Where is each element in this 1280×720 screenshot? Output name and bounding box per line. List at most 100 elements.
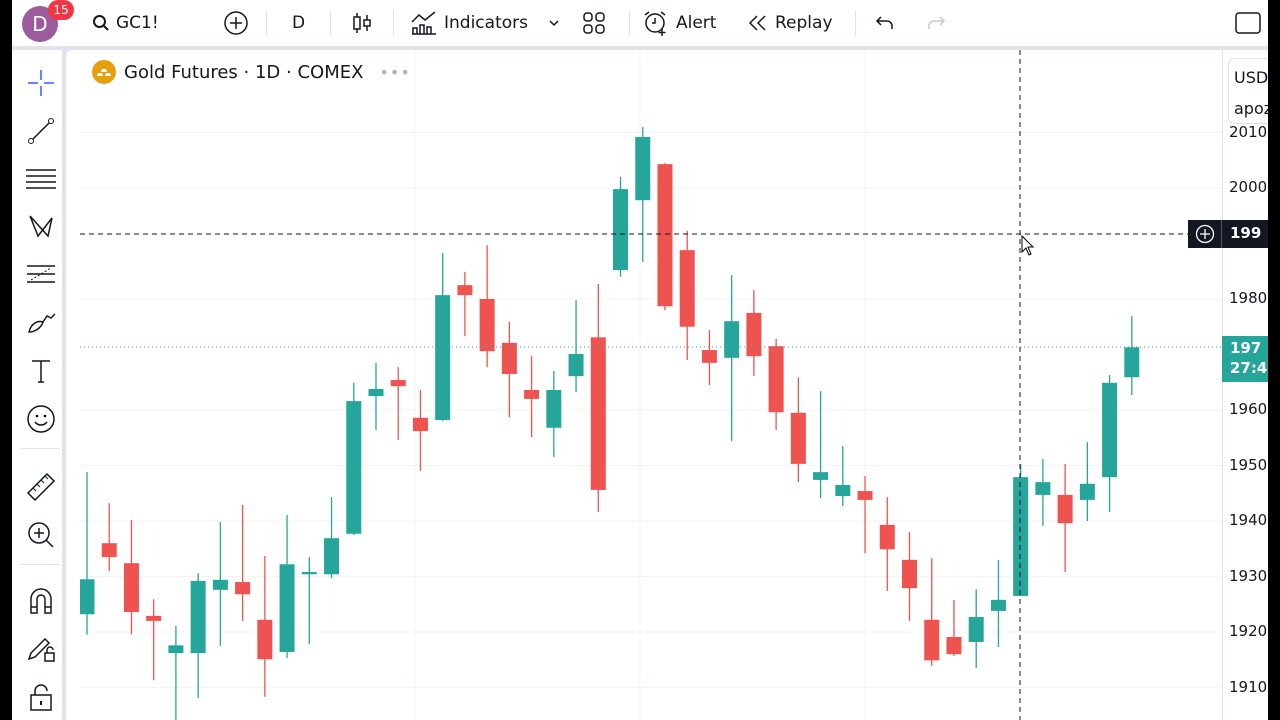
replay-icon bbox=[748, 15, 766, 31]
candle-down bbox=[479, 299, 495, 352]
candle-up bbox=[968, 617, 984, 642]
candle-up bbox=[1035, 482, 1051, 495]
chart-pane[interactable] bbox=[66, 50, 1268, 720]
price-tick: 1950 bbox=[1229, 455, 1268, 474]
candle-up bbox=[613, 189, 629, 271]
price-tick: 2010 bbox=[1229, 122, 1268, 141]
candle-down bbox=[790, 412, 806, 464]
candle-up bbox=[435, 295, 451, 420]
candle-up bbox=[301, 572, 317, 575]
candle-down bbox=[879, 524, 895, 550]
candle-up bbox=[346, 401, 362, 534]
candle-up bbox=[368, 388, 384, 397]
magnet-icon bbox=[30, 588, 52, 614]
square-icon bbox=[1235, 12, 1261, 34]
ruler-icon bbox=[26, 472, 56, 502]
candle-down bbox=[412, 417, 428, 432]
candle-up bbox=[1102, 382, 1118, 478]
lock-tool[interactable] bbox=[24, 680, 58, 714]
candle-down bbox=[123, 563, 139, 613]
chevron-down-icon bbox=[549, 20, 559, 27]
fullscreen-button[interactable] bbox=[1234, 0, 1262, 46]
candle-up bbox=[1079, 483, 1095, 500]
candle-up bbox=[279, 564, 295, 652]
lock-drawings-tool[interactable] bbox=[24, 632, 58, 666]
trend-line-tool[interactable] bbox=[24, 114, 58, 148]
redo-icon bbox=[928, 16, 946, 29]
price-tick: 1940 bbox=[1229, 511, 1268, 529]
layouts-button[interactable] bbox=[582, 0, 606, 46]
brush-tool[interactable] bbox=[24, 306, 58, 340]
alert-button[interactable]: Alert bbox=[642, 0, 716, 46]
trend-line-icon bbox=[28, 118, 54, 144]
alarm-clock-icon bbox=[644, 11, 666, 36]
crosshair-tool[interactable] bbox=[24, 66, 58, 100]
symbol-label: GC1! bbox=[116, 13, 159, 33]
indicators-dropdown[interactable] bbox=[548, 0, 560, 46]
candle-down bbox=[768, 346, 784, 413]
indicators-button[interactable]: Indicators bbox=[410, 0, 528, 46]
fib-tool[interactable] bbox=[24, 258, 58, 292]
price-tick: 2000 bbox=[1229, 178, 1268, 196]
fib-icon bbox=[27, 265, 55, 283]
compare-button[interactable] bbox=[223, 0, 249, 46]
candle-up bbox=[990, 599, 1006, 611]
zoom-in-tool[interactable] bbox=[24, 518, 58, 552]
drawing-toolbar bbox=[12, 50, 62, 720]
price-tick: 1960 bbox=[1229, 400, 1268, 418]
lock-drawings-icon bbox=[27, 637, 55, 662]
undo-button[interactable] bbox=[874, 0, 896, 46]
crosshair-icon bbox=[28, 70, 54, 96]
candle-up bbox=[324, 538, 340, 575]
screen-edge-left bbox=[0, 0, 12, 720]
replay-label: Replay bbox=[775, 13, 833, 33]
text-tool[interactable] bbox=[24, 354, 58, 388]
magnet-tool[interactable] bbox=[24, 584, 58, 618]
candle-up bbox=[190, 580, 206, 654]
interval-button[interactable]: D bbox=[292, 0, 305, 46]
candle-down bbox=[746, 312, 762, 357]
replay-button[interactable]: Replay bbox=[747, 0, 833, 46]
candle-up bbox=[1124, 347, 1140, 378]
redo-button[interactable] bbox=[925, 0, 947, 46]
candle-down bbox=[101, 543, 117, 558]
bar-countdown: 27:4 bbox=[1230, 359, 1268, 377]
candle-down bbox=[902, 559, 918, 589]
horizontal-lines-icon bbox=[26, 169, 56, 189]
alert-label: Alert bbox=[676, 13, 717, 33]
zoom-in-icon bbox=[28, 522, 54, 548]
candle-down bbox=[1057, 494, 1073, 524]
more-icon[interactable]: ••• bbox=[379, 62, 411, 82]
candle-down bbox=[524, 390, 540, 399]
pattern-tool[interactable] bbox=[24, 210, 58, 244]
interval-label: D bbox=[292, 13, 306, 33]
candle-down bbox=[501, 342, 517, 374]
candle-down bbox=[457, 285, 473, 296]
horizontal-lines-tool[interactable] bbox=[24, 162, 58, 196]
candle-down bbox=[924, 619, 940, 661]
symbol-search-button[interactable]: GC1! bbox=[92, 0, 159, 46]
ruler-tool[interactable] bbox=[24, 470, 58, 504]
gold-icon bbox=[92, 60, 116, 84]
plus-circle-icon bbox=[1195, 224, 1214, 244]
unit-label: apoz bbox=[1234, 99, 1273, 118]
add-alert-button[interactable] bbox=[1188, 220, 1222, 248]
candles-icon bbox=[353, 13, 371, 33]
symbol-legend[interactable]: Gold Futures · 1D · COMEX ••• bbox=[92, 60, 411, 84]
screen-edge-right bbox=[1268, 0, 1280, 720]
chart-type-button[interactable] bbox=[351, 0, 373, 46]
candle-down bbox=[146, 615, 162, 621]
crosshair-lines bbox=[80, 50, 1222, 720]
candle-down bbox=[657, 164, 673, 307]
candle-up bbox=[568, 353, 584, 377]
lock-icon bbox=[30, 684, 52, 711]
plus-circle-icon bbox=[224, 11, 248, 35]
price-chart[interactable] bbox=[0, 0, 1222, 720]
candle-down bbox=[390, 380, 406, 387]
indicators-icon bbox=[411, 11, 436, 35]
candle-up bbox=[80, 579, 95, 615]
candle-up bbox=[813, 472, 829, 480]
emoji-tool[interactable] bbox=[24, 402, 58, 436]
price-scale[interactable]: 2010 2000 1980 1960 1950 1940 1930 1920 1910 bbox=[1222, 50, 1268, 720]
top-toolbar: D 15 GC1! D Indicators Alert Replay bbox=[12, 0, 1268, 46]
